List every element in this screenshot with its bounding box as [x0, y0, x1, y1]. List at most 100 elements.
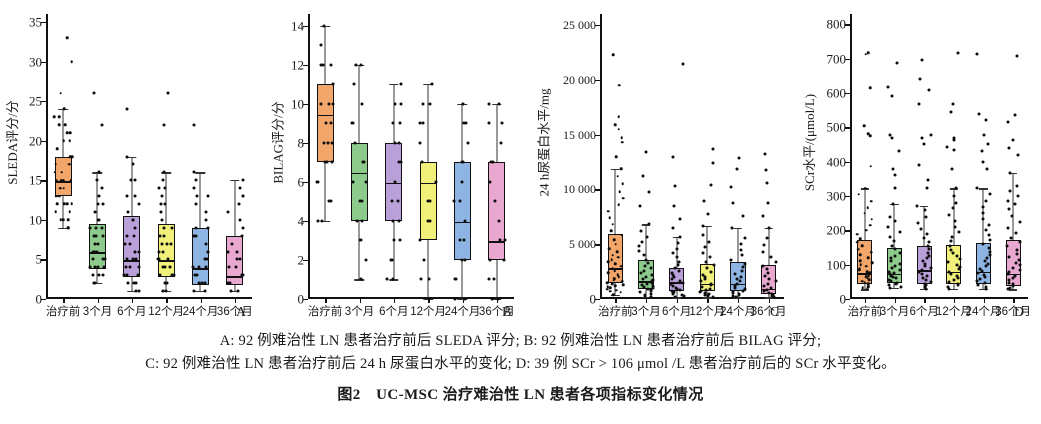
x-axis-label: 24个月 [720, 306, 756, 318]
data-point [97, 194, 101, 198]
data-point [703, 293, 707, 297]
data-point [421, 121, 425, 125]
data-point [980, 269, 984, 273]
y-tick-mark [303, 259, 308, 262]
x-tick-mark [63, 299, 65, 303]
data-point [737, 292, 741, 296]
data-point [617, 275, 620, 279]
y-tick-mark [845, 230, 850, 232]
data-point [331, 102, 335, 106]
data-point [1017, 258, 1021, 262]
data-point [204, 265, 208, 269]
data-point [399, 102, 403, 106]
data-point [606, 260, 610, 264]
x-axis-label: 36个月 [478, 306, 515, 318]
y-tick-mark [41, 259, 46, 261]
data-point [619, 291, 622, 294]
x-tick-mark [768, 299, 771, 303]
cap-lower [703, 297, 712, 299]
data-point [869, 164, 873, 168]
data-point [866, 132, 870, 135]
data-point [157, 257, 161, 261]
data-point [329, 121, 333, 125]
x-tick-mark [615, 299, 617, 303]
data-point [976, 283, 980, 287]
data-point [131, 162, 135, 166]
y-tick-label: 600 [826, 85, 847, 101]
y-tick-label: 0 [297, 291, 305, 307]
data-point [92, 91, 96, 95]
data-point [390, 199, 394, 203]
data-point [956, 51, 960, 55]
x-tick-mark [983, 299, 985, 303]
data-point [729, 185, 733, 189]
data-point [238, 257, 242, 261]
data-point [158, 234, 162, 238]
data-point [920, 272, 924, 276]
box-group [939, 14, 969, 299]
data-point [161, 265, 165, 269]
data-point [503, 238, 507, 242]
x-axis-line [600, 297, 784, 299]
data-point [864, 272, 868, 276]
data-point [766, 201, 770, 205]
median-line [489, 241, 505, 243]
data-point [194, 178, 198, 182]
data-point [1011, 284, 1015, 288]
y-tick-label: 400 [826, 154, 847, 170]
data-point [956, 282, 960, 286]
y-tick-mark [595, 79, 600, 82]
data-point [204, 210, 208, 214]
y-tick-mark [845, 127, 850, 129]
y-tick-label: 25 [29, 93, 42, 109]
x-axis-label: 3个月 [879, 306, 910, 318]
data-point [871, 261, 874, 264]
whisker-lower [953, 283, 955, 289]
data-point [165, 281, 169, 285]
data-point [359, 277, 363, 281]
data-point [887, 283, 891, 287]
data-point [859, 263, 862, 266]
data-point [895, 281, 899, 285]
data-point [1011, 138, 1015, 142]
data-point [867, 283, 870, 287]
axes-c [595, 14, 784, 303]
data-point [705, 266, 709, 270]
data-point [191, 265, 195, 269]
data-point [237, 202, 241, 206]
data-point [1015, 184, 1019, 188]
data-point [946, 285, 950, 289]
data-point [731, 294, 735, 298]
median-line [700, 283, 714, 285]
y-tick-label: 10 [29, 212, 42, 228]
data-point [124, 265, 128, 269]
data-point [678, 217, 682, 221]
cap-upper [1009, 172, 1018, 175]
data-point [859, 253, 862, 257]
data-point [487, 277, 491, 281]
median-line [888, 273, 901, 276]
data-point [981, 211, 985, 215]
data-point [868, 134, 872, 138]
data-point [857, 268, 861, 272]
x-axis-label: 治疗前 [45, 306, 81, 318]
y-tick-mark [595, 24, 600, 27]
y-tick-mark [41, 180, 46, 182]
data-point [950, 235, 954, 239]
data-point [706, 212, 710, 215]
data-point [166, 91, 170, 95]
data-point [206, 226, 210, 230]
data-point [430, 82, 434, 86]
box [607, 234, 623, 283]
data-point [93, 210, 97, 214]
data-point [65, 202, 69, 206]
whisker-lower [358, 220, 360, 280]
data-point [677, 269, 681, 272]
panel-letter-a: A [236, 305, 247, 320]
data-point [194, 202, 198, 206]
whisker-lower [982, 283, 984, 289]
data-point [616, 174, 620, 178]
data-point [641, 277, 645, 281]
data-point [96, 242, 99, 246]
data-point [160, 242, 164, 246]
